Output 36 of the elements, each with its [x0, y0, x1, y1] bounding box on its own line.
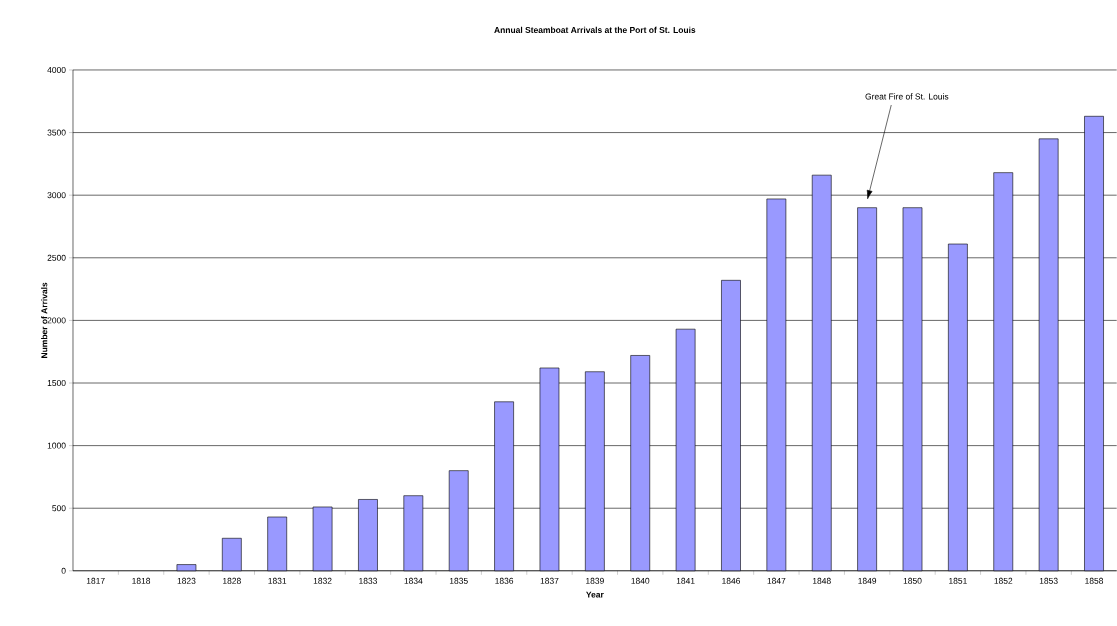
x-tick-label: 1832 — [313, 577, 332, 584]
y-tick-label: 3500 — [47, 129, 66, 136]
x-tick-label: 1836 — [495, 577, 514, 584]
y-tick-label: 500 — [52, 505, 66, 512]
x-tick-label: 1853 — [1039, 577, 1058, 584]
x-tick-label: 1847 — [767, 577, 786, 584]
chart-title: Annual Steamboat Arrivals at the Port of St. Louis — [494, 26, 696, 34]
x-tick-label: 1833 — [359, 577, 377, 584]
y-tick-label: 1000 — [47, 442, 66, 449]
x-tick-label: 1849 — [858, 577, 877, 584]
x-tick-label: 1834 — [404, 577, 423, 584]
x-tick-label: 1851 — [949, 577, 967, 584]
y-axis-title: Number of Arrivals — [41, 282, 48, 359]
x-tick-label: 1846 — [722, 577, 741, 584]
x-axis-title: Year — [586, 591, 604, 598]
x-tick-label: 1817 — [86, 577, 105, 584]
x-tick-label: 1852 — [994, 577, 1013, 584]
x-tick-label: 1818 — [132, 577, 151, 584]
x-tick-label: 1858 — [1085, 577, 1104, 584]
y-tick-label: 3000 — [47, 192, 66, 199]
y-tick-label: 0 — [61, 567, 66, 574]
y-tick-label: 1500 — [47, 380, 66, 387]
x-tick-label: 1841 — [676, 577, 695, 584]
x-tick-label: 1848 — [812, 577, 831, 584]
y-tick-label: 2000 — [47, 317, 66, 324]
x-tick-label: 1835 — [449, 577, 468, 584]
x-tick-label: 1850 — [903, 577, 922, 584]
y-tick-label: 4000 — [47, 67, 66, 74]
x-tick-label: 1831 — [268, 577, 287, 584]
x-tick-label: 1837 — [540, 577, 559, 584]
x-tick-label: 1823 — [177, 577, 196, 584]
x-tick-label: 1840 — [631, 577, 650, 584]
x-tick-label: 1828 — [223, 577, 241, 584]
y-tick-label: 2500 — [47, 254, 66, 261]
x-tick-label: 1839 — [586, 577, 604, 584]
annotation: Great Fire of St. Louis — [865, 93, 949, 100]
